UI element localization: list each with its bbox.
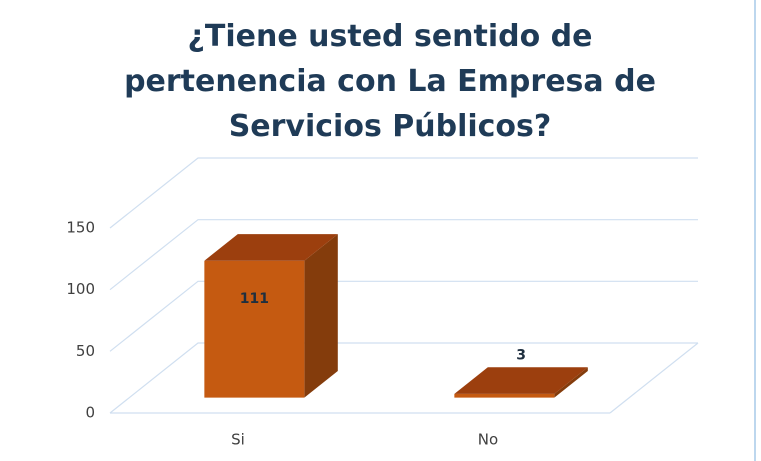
data-label: 111 <box>240 291 269 307</box>
bar <box>204 234 338 398</box>
grid-line <box>109 219 698 291</box>
grid-line <box>109 280 698 352</box>
y-tick-label: 0 <box>85 404 95 422</box>
bar-side <box>304 234 338 398</box>
y-tick-label: 150 <box>66 219 95 237</box>
x-tick-label: No <box>478 431 498 449</box>
bar-side <box>554 367 588 398</box>
y-tick-label: 100 <box>66 280 95 298</box>
data-label: 3 <box>516 347 526 363</box>
floor-side <box>609 342 699 414</box>
x-tick-label: Si <box>231 431 245 449</box>
bar <box>454 367 588 398</box>
bar-front <box>204 260 305 398</box>
grid-line <box>109 342 698 414</box>
bar-top <box>204 234 338 261</box>
y-tick-label: 50 <box>76 342 95 360</box>
grid-line <box>109 157 698 229</box>
chart-title: ¿Tiene usted sentido de pertenencia con … <box>124 19 656 144</box>
bar-front <box>454 393 555 398</box>
bar-top <box>454 367 588 394</box>
